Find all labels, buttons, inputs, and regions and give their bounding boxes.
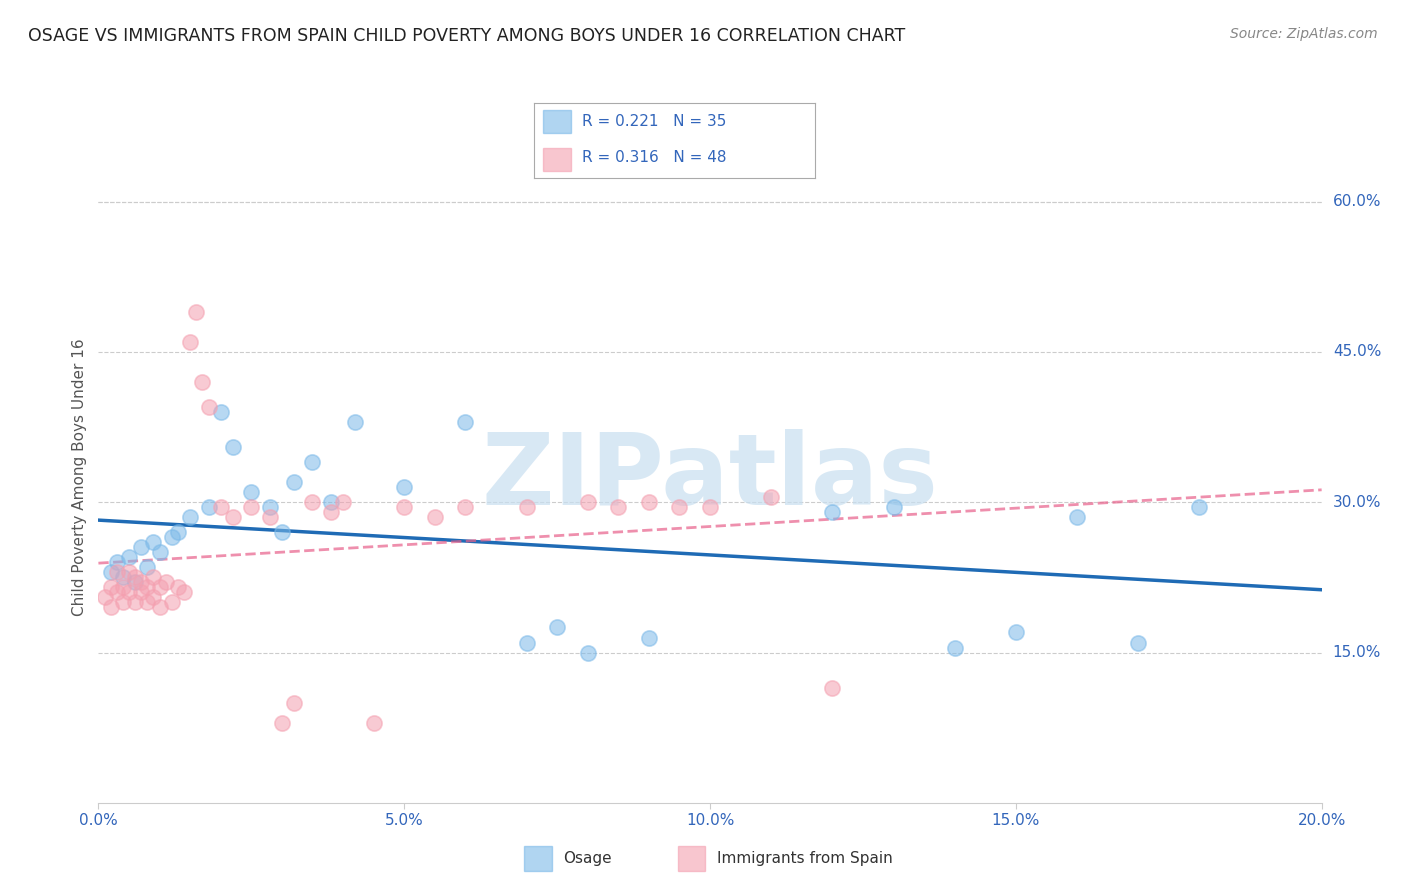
Point bbox=[454, 415, 477, 429]
Text: R = 0.221   N = 35: R = 0.221 N = 35 bbox=[582, 114, 727, 129]
Point bbox=[209, 405, 232, 419]
Point bbox=[222, 510, 245, 524]
Point bbox=[576, 646, 599, 660]
Point bbox=[197, 500, 219, 515]
Bar bbox=[543, 111, 571, 133]
Point bbox=[173, 585, 195, 599]
Point bbox=[1128, 635, 1150, 649]
Point bbox=[100, 566, 122, 580]
Point bbox=[240, 500, 263, 515]
Point bbox=[179, 334, 201, 349]
Point bbox=[1188, 500, 1211, 515]
Point bbox=[607, 500, 630, 515]
Point bbox=[240, 485, 263, 500]
Point bbox=[392, 500, 416, 515]
Point bbox=[699, 500, 721, 515]
Point bbox=[105, 555, 128, 569]
Point bbox=[160, 530, 183, 544]
Point bbox=[124, 570, 146, 584]
Bar bbox=[543, 148, 571, 171]
Point bbox=[259, 510, 281, 524]
Text: 45.0%: 45.0% bbox=[1333, 344, 1381, 359]
Point bbox=[111, 581, 134, 595]
Point bbox=[142, 535, 165, 549]
Point bbox=[179, 510, 201, 524]
Point bbox=[283, 475, 305, 490]
Point bbox=[129, 575, 152, 590]
Point bbox=[111, 570, 134, 584]
Point bbox=[129, 585, 152, 599]
Point bbox=[111, 595, 134, 609]
Point bbox=[283, 696, 305, 710]
Point bbox=[270, 525, 292, 540]
Point bbox=[136, 581, 159, 595]
Point bbox=[516, 500, 538, 515]
Point bbox=[167, 525, 190, 540]
Point bbox=[149, 600, 172, 615]
Point bbox=[821, 505, 844, 519]
Point bbox=[118, 585, 141, 599]
Point bbox=[124, 575, 146, 590]
Text: Osage: Osage bbox=[564, 851, 612, 866]
Point bbox=[149, 581, 172, 595]
Point bbox=[423, 510, 446, 524]
Text: OSAGE VS IMMIGRANTS FROM SPAIN CHILD POVERTY AMONG BOYS UNDER 16 CORRELATION CHA: OSAGE VS IMMIGRANTS FROM SPAIN CHILD POV… bbox=[28, 27, 905, 45]
Point bbox=[155, 575, 177, 590]
Point bbox=[576, 495, 599, 509]
Point bbox=[197, 400, 219, 414]
Point bbox=[332, 495, 354, 509]
Text: 15.0%: 15.0% bbox=[1333, 645, 1381, 660]
Point bbox=[392, 480, 416, 494]
Point bbox=[124, 595, 146, 609]
Point bbox=[93, 591, 115, 605]
Y-axis label: Child Poverty Among Boys Under 16: Child Poverty Among Boys Under 16 bbox=[72, 338, 87, 616]
Bar bbox=[524, 847, 551, 871]
Point bbox=[191, 375, 214, 389]
Point bbox=[100, 581, 122, 595]
Text: R = 0.316   N = 48: R = 0.316 N = 48 bbox=[582, 150, 727, 165]
Point bbox=[118, 566, 141, 580]
Point bbox=[118, 550, 141, 565]
Point bbox=[883, 500, 905, 515]
Point bbox=[160, 595, 183, 609]
Point bbox=[142, 591, 165, 605]
Point bbox=[167, 581, 190, 595]
Text: 60.0%: 60.0% bbox=[1333, 194, 1381, 210]
Point bbox=[105, 585, 128, 599]
Point bbox=[301, 455, 323, 469]
Point bbox=[637, 631, 661, 645]
Point bbox=[516, 635, 538, 649]
Point bbox=[943, 640, 966, 655]
Point bbox=[186, 305, 208, 319]
Text: Immigrants from Spain: Immigrants from Spain bbox=[717, 851, 893, 866]
Text: 30.0%: 30.0% bbox=[1333, 495, 1381, 509]
Point bbox=[821, 681, 844, 695]
Point bbox=[142, 570, 165, 584]
Point bbox=[129, 541, 152, 555]
Text: Source: ZipAtlas.com: Source: ZipAtlas.com bbox=[1230, 27, 1378, 41]
Point bbox=[259, 500, 281, 515]
Point bbox=[222, 440, 245, 454]
Point bbox=[454, 500, 477, 515]
Text: ZIPatlas: ZIPatlas bbox=[482, 429, 938, 525]
Point bbox=[136, 595, 159, 609]
Point bbox=[270, 715, 292, 730]
Bar bbox=[678, 847, 706, 871]
Point bbox=[209, 500, 232, 515]
Point bbox=[344, 415, 367, 429]
Point bbox=[363, 715, 385, 730]
Point bbox=[1066, 510, 1088, 524]
Point bbox=[136, 560, 159, 574]
Point bbox=[1004, 625, 1026, 640]
Point bbox=[301, 495, 323, 509]
Point bbox=[637, 495, 661, 509]
Point bbox=[105, 566, 128, 580]
Point bbox=[759, 490, 782, 504]
Point bbox=[100, 600, 122, 615]
Point bbox=[149, 545, 172, 559]
Point bbox=[319, 495, 342, 509]
Point bbox=[319, 505, 342, 519]
Point bbox=[668, 500, 690, 515]
Point bbox=[546, 620, 568, 634]
